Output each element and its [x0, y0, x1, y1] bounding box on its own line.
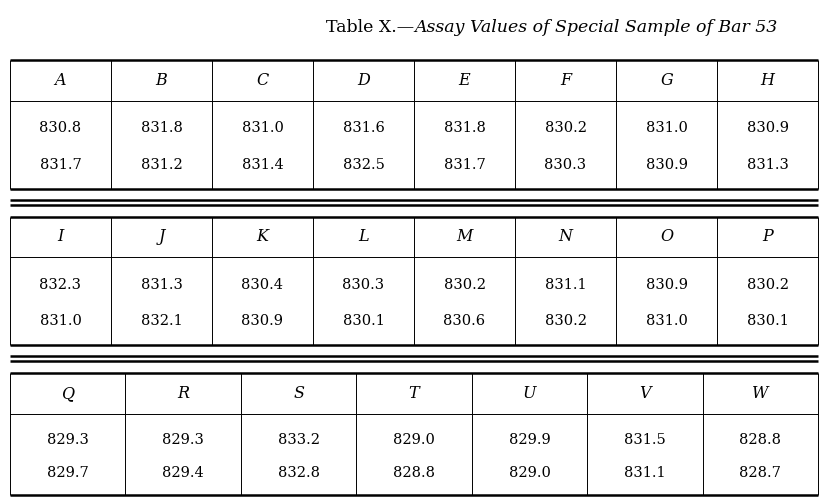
Text: N: N	[558, 228, 571, 245]
Text: C: C	[256, 72, 268, 89]
Text: E: E	[458, 72, 470, 89]
Text: 829.3: 829.3	[162, 432, 203, 447]
Text: 830.9: 830.9	[241, 314, 283, 328]
Text: 829.3: 829.3	[46, 432, 88, 447]
Text: 831.1: 831.1	[624, 466, 665, 480]
Text: 831.8: 831.8	[443, 121, 485, 135]
Text: I: I	[57, 228, 64, 245]
Text: 831.1: 831.1	[544, 278, 586, 291]
Text: 830.9: 830.9	[645, 278, 686, 291]
Text: S: S	[293, 385, 304, 402]
Text: 831.6: 831.6	[342, 121, 384, 135]
Text: U: U	[522, 385, 536, 402]
Text: 831.8: 831.8	[141, 121, 182, 135]
Text: P: P	[762, 228, 772, 245]
Text: 831.5: 831.5	[624, 432, 665, 447]
Text: 832.5: 832.5	[342, 158, 384, 172]
Text: J: J	[158, 228, 165, 245]
Text: 831.0: 831.0	[241, 121, 283, 135]
Text: 831.0: 831.0	[645, 121, 686, 135]
Text: 831.7: 831.7	[443, 158, 485, 172]
Text: A: A	[55, 72, 66, 89]
Text: 830.3: 830.3	[342, 278, 384, 291]
Text: D: D	[356, 72, 370, 89]
Text: 828.8: 828.8	[393, 466, 434, 480]
Text: 829.0: 829.0	[508, 466, 550, 480]
Text: 831.3: 831.3	[746, 158, 787, 172]
Text: 830.8: 830.8	[40, 121, 81, 135]
Text: 832.3: 832.3	[40, 278, 81, 291]
Text: 831.3: 831.3	[141, 278, 182, 291]
Text: Table X.—: Table X.—	[326, 19, 414, 36]
Text: H: H	[760, 72, 773, 89]
Text: F: F	[559, 72, 571, 89]
Text: R: R	[177, 385, 189, 402]
Text: 832.8: 832.8	[277, 466, 319, 480]
Text: 829.4: 829.4	[162, 466, 203, 480]
Text: 830.6: 830.6	[443, 314, 485, 328]
Text: 833.2: 833.2	[277, 432, 319, 447]
Text: 830.3: 830.3	[544, 158, 586, 172]
Text: O: O	[659, 228, 672, 245]
Text: 828.7: 828.7	[739, 466, 781, 480]
Text: 830.1: 830.1	[746, 314, 787, 328]
Text: B: B	[155, 72, 167, 89]
Text: 830.2: 830.2	[443, 278, 485, 291]
Text: T: T	[409, 385, 418, 402]
Text: 831.2: 831.2	[141, 158, 182, 172]
Text: 829.9: 829.9	[508, 432, 550, 447]
Text: 830.4: 830.4	[241, 278, 283, 291]
Text: 831.0: 831.0	[40, 314, 81, 328]
Text: G: G	[659, 72, 672, 89]
Text: 829.7: 829.7	[47, 466, 88, 480]
Text: 830.9: 830.9	[746, 121, 787, 135]
Text: 831.7: 831.7	[40, 158, 81, 172]
Text: 830.9: 830.9	[645, 158, 686, 172]
Text: Assay Values of Special Sample of Bar 53: Assay Values of Special Sample of Bar 53	[414, 19, 777, 36]
Text: K: K	[256, 228, 268, 245]
Text: 830.2: 830.2	[544, 121, 586, 135]
Text: 830.2: 830.2	[544, 314, 586, 328]
Text: W: W	[751, 385, 767, 402]
Text: M: M	[456, 228, 472, 245]
Text: 832.1: 832.1	[141, 314, 182, 328]
Text: 830.1: 830.1	[342, 314, 384, 328]
Text: 828.8: 828.8	[739, 432, 781, 447]
Text: 831.0: 831.0	[645, 314, 686, 328]
Text: 830.2: 830.2	[746, 278, 787, 291]
Text: V: V	[638, 385, 650, 402]
Text: Q: Q	[61, 385, 74, 402]
Text: 831.4: 831.4	[241, 158, 283, 172]
Text: 829.0: 829.0	[393, 432, 434, 447]
Text: L: L	[358, 228, 368, 245]
